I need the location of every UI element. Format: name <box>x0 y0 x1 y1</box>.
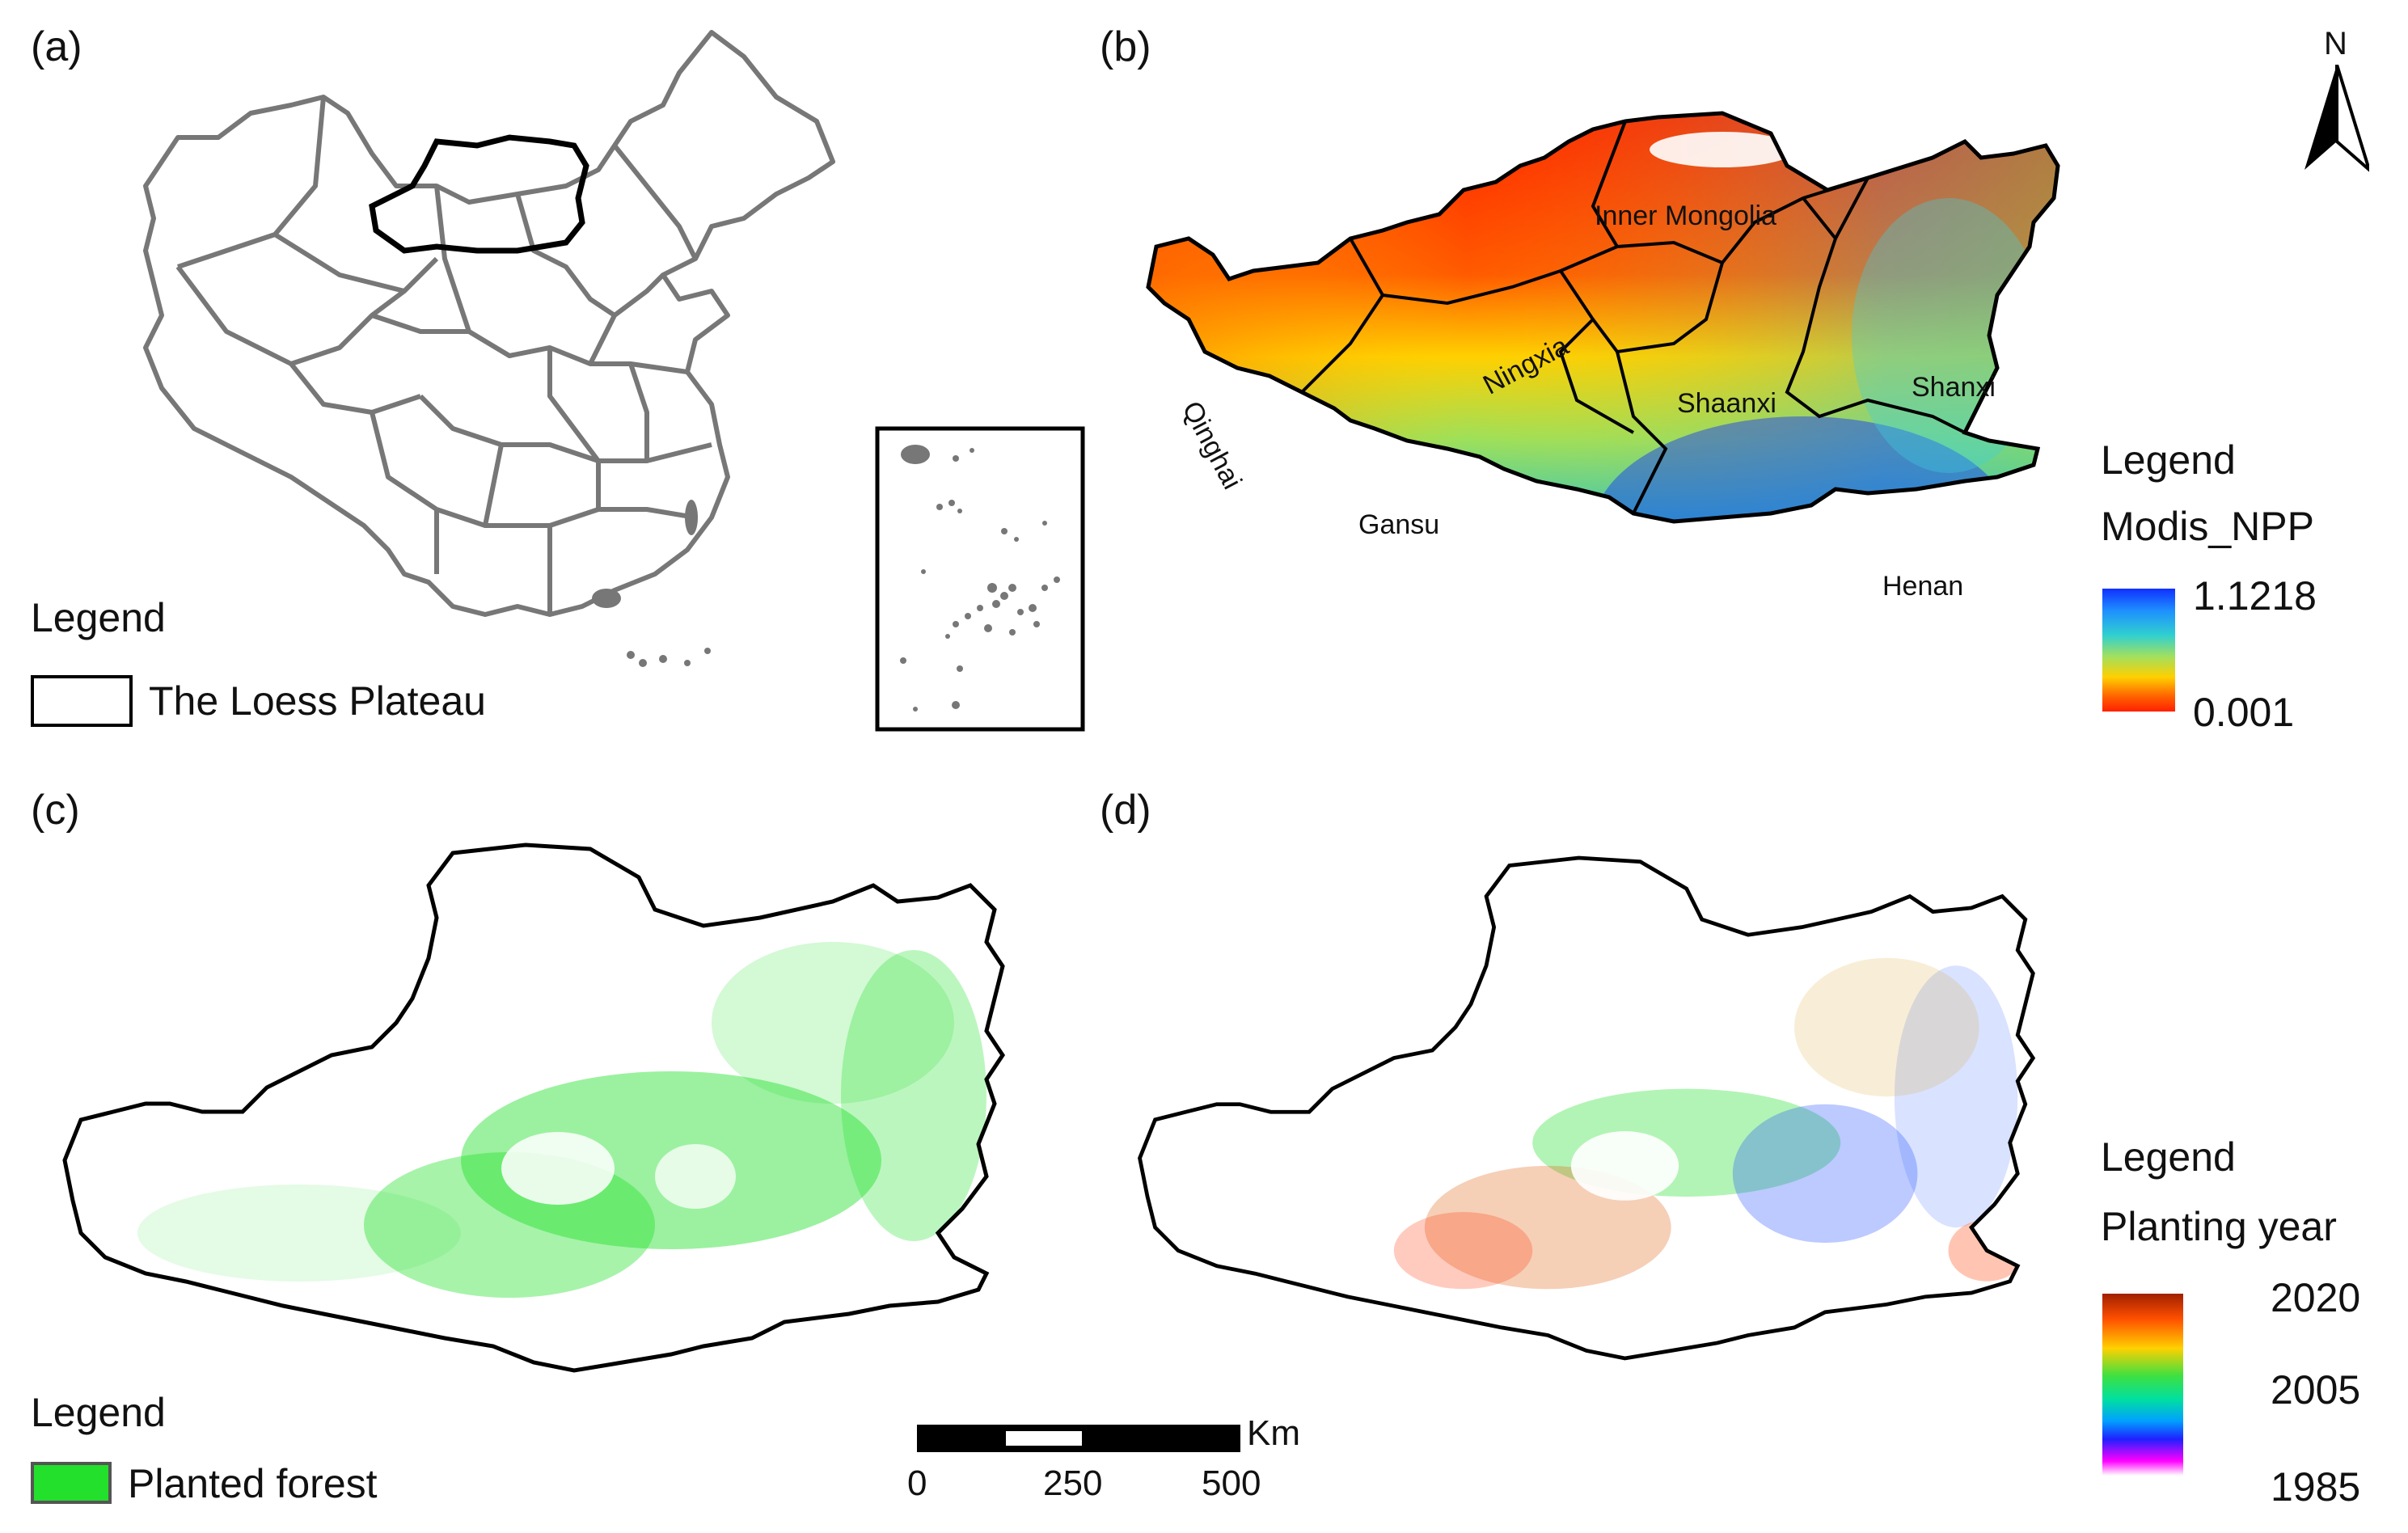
panel-a-label: (a) <box>31 23 82 70</box>
china-map <box>143 30 835 667</box>
npp-legend-min: 0.001 <box>2193 690 2295 735</box>
scale-bar <box>917 1425 1240 1452</box>
planting-year-color-ramp <box>2102 1294 2183 1476</box>
panel-c-legend-title: Legend <box>31 1390 166 1435</box>
panel-d-label: (d) <box>1100 787 1151 834</box>
province-label-shaanxi: Shaanxi <box>1677 388 1776 419</box>
scale-tick-250: 250 <box>1043 1463 1103 1503</box>
loess-plateau-outline <box>369 134 589 254</box>
china-outline <box>143 30 835 617</box>
panel-b-legend-title: Legend <box>2101 437 2236 483</box>
panel-c-label: (c) <box>31 787 80 834</box>
province-label-shanxi: Shanxi <box>1912 372 1996 403</box>
planting-year-tick-2020: 2020 <box>2271 1275 2361 1320</box>
province-label-gansu: Gansu <box>1358 509 1440 540</box>
north-arrow-icon <box>2304 65 2369 172</box>
npp-legend-max: 1.1218 <box>2193 573 2317 619</box>
scale-tick-500: 500 <box>1202 1463 1261 1503</box>
province-label-inner-mongolia: Inner Mongolia <box>1595 201 1776 231</box>
planting-year-map <box>1132 837 2102 1395</box>
panel-d-legend-title: Legend <box>2101 1134 2236 1180</box>
panel-b-legend-field: Modis_NPP <box>2101 504 2314 549</box>
planted-forest-map <box>57 837 1075 1395</box>
north-arrow-label: N <box>2324 26 2347 61</box>
planted-forest-swatch <box>31 1462 112 1504</box>
boundary-inner-mongolia <box>1591 120 1869 265</box>
npp-color-ramp <box>2102 589 2175 712</box>
planting-year-tick-2005: 2005 <box>2271 1367 2361 1413</box>
scale-tick-0: 0 <box>907 1463 927 1503</box>
south-china-sea-inset <box>875 426 1085 732</box>
panel-a-legend-swatch <box>31 675 133 727</box>
panel-d-legend-field: Planting year <box>2101 1204 2337 1249</box>
panel-b-label: (b) <box>1100 23 1151 70</box>
panel-a-legend-title: Legend <box>31 595 166 640</box>
scale-bar-unit: Km <box>1247 1413 1300 1453</box>
npp-map <box>1140 109 2070 659</box>
province-label-henan: Henan <box>1882 571 1964 602</box>
planting-year-tick-1985: 1985 <box>2271 1464 2361 1510</box>
panel-c-legend-item: Planted forest <box>128 1461 378 1506</box>
panel-a-legend-item: The Loess Plateau <box>149 678 486 724</box>
